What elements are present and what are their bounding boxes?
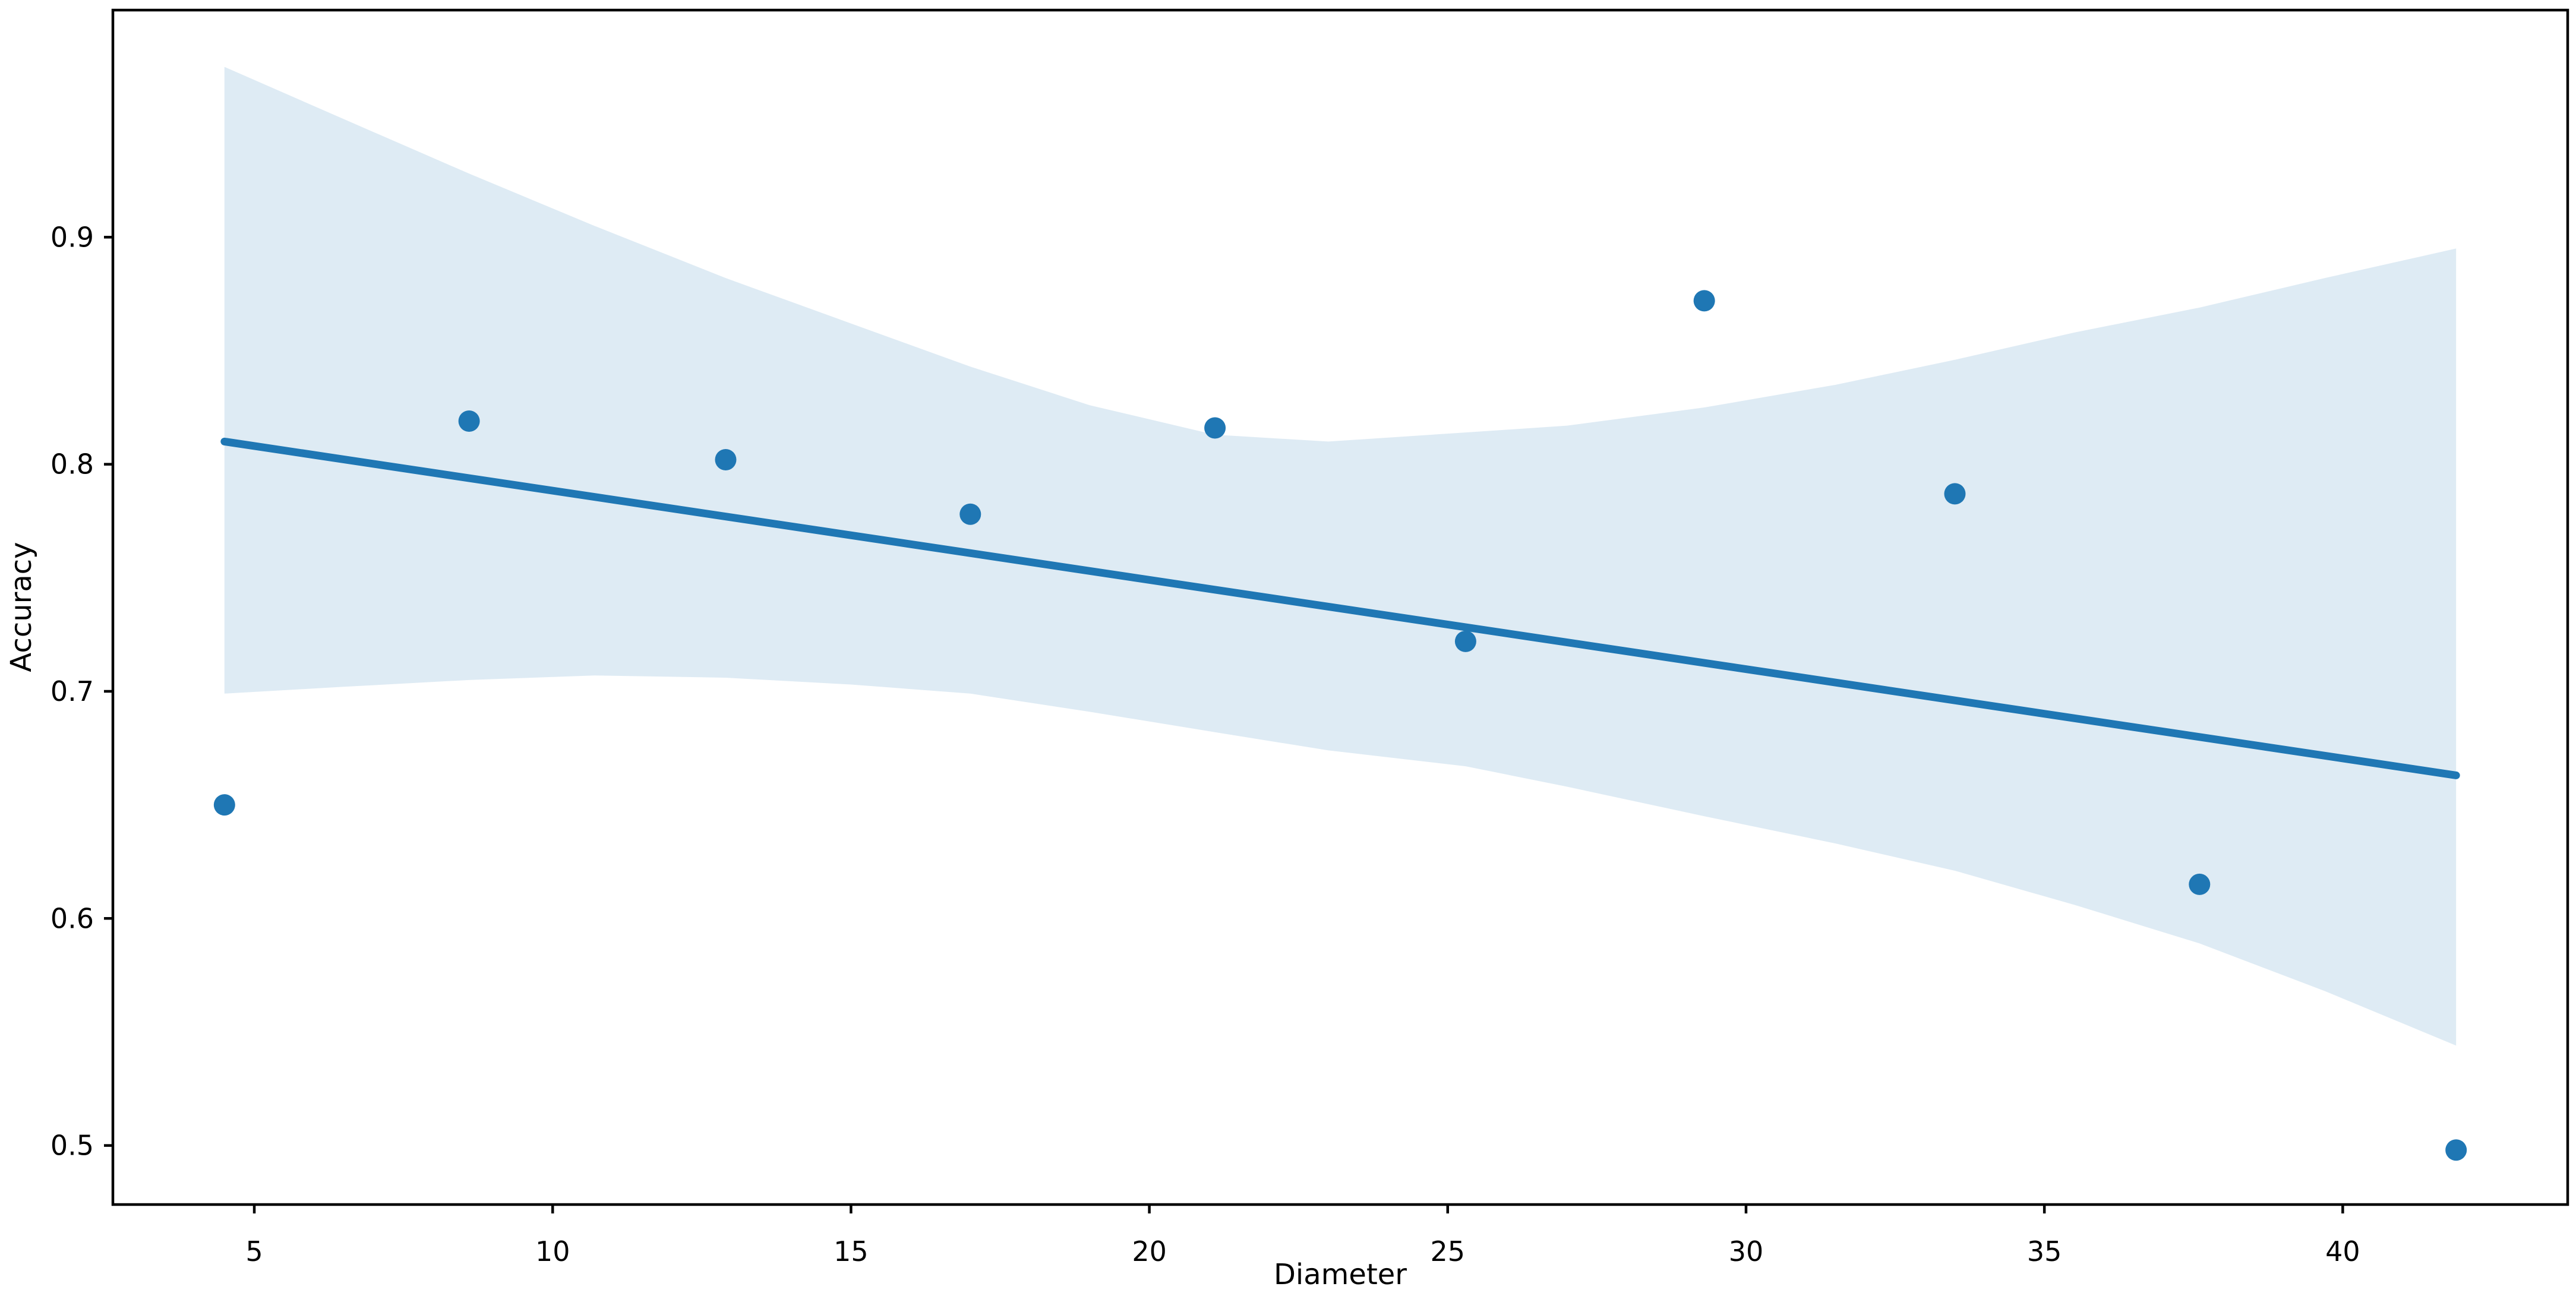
scatter-point [213,794,235,816]
x-tick-label: 30 [1729,1235,1764,1267]
scatter-point [1204,417,1226,439]
plot-layers [213,67,2467,1161]
y-tick-label: 0.7 [50,675,94,707]
y-tick-label: 0.8 [50,448,94,481]
scatter-point [715,448,737,470]
scatter-point [2189,873,2211,895]
scatter-point [1944,483,1966,505]
x-axis-title: Diameter [1274,1258,1407,1291]
scatter-point [1693,290,1715,312]
x-tick-label: 35 [2027,1235,2062,1267]
y-tick-label: 0.6 [50,902,94,934]
scatter-point [959,503,981,525]
x-tick-label: 40 [2325,1235,2360,1267]
x-tick-label: 15 [834,1235,869,1267]
plot-frame [111,8,2569,1206]
y-axis-title: Accuracy [5,542,38,672]
y-tick-label: 0.9 [50,221,94,253]
scatter-point [2445,1139,2467,1161]
x-tick-label: 5 [245,1235,263,1267]
x-tick-label: 25 [1431,1235,1466,1267]
regression-line [220,437,2460,779]
scatter-point [458,410,480,432]
x-tick-label: 10 [535,1235,570,1267]
scatter-point [1454,630,1476,652]
confidence-band [224,67,2457,1046]
x-tick-label: 20 [1132,1235,1167,1267]
axes-layer: 5 10 15 20 25 30 35 40 0.5 0.6 0.7 0.8 0.9 [50,8,2569,1267]
y-tick-label: 0.5 [50,1130,94,1162]
